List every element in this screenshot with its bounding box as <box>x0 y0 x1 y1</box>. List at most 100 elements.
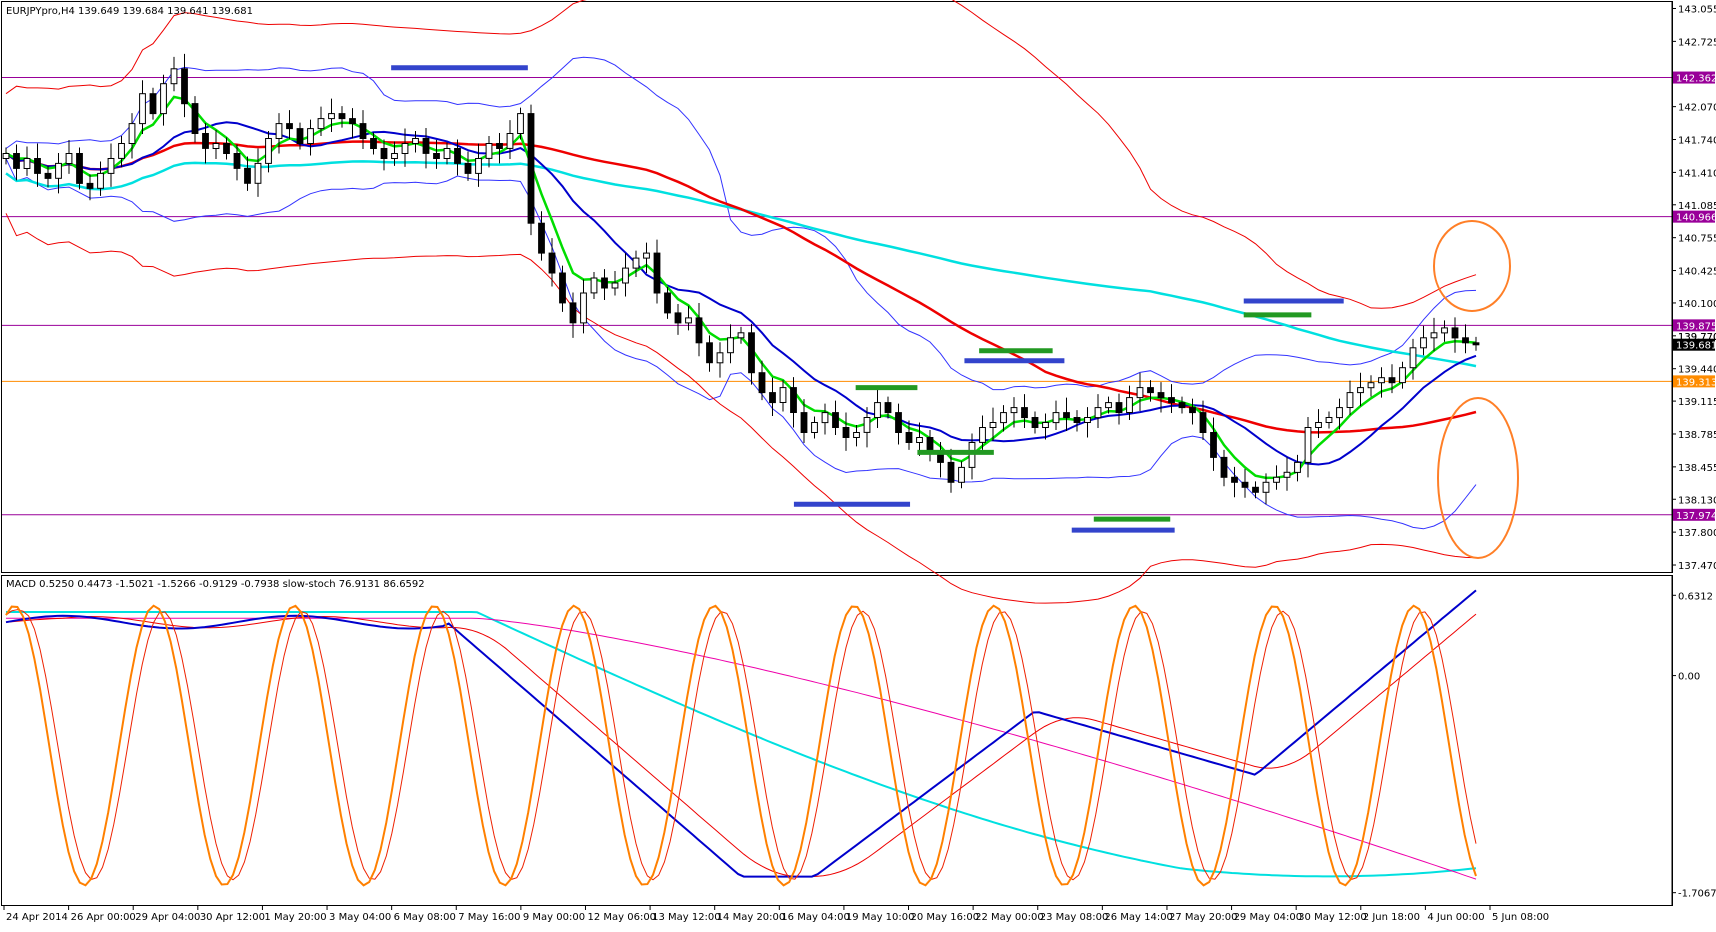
price-tick-label: 142.070 <box>1678 103 1716 114</box>
level-tag: 137.974 <box>1676 511 1716 522</box>
candle-body <box>118 143 125 159</box>
price-tick-label: 141.085 <box>1678 201 1716 212</box>
current-price-tag-bg <box>1673 338 1715 351</box>
price-tick-label: 137.470 <box>1678 561 1716 572</box>
candle-body <box>832 412 839 429</box>
candle-body <box>1126 397 1133 414</box>
candle-body <box>1472 342 1480 346</box>
candle-body <box>328 113 335 120</box>
candle-body <box>769 392 776 404</box>
indicator-panel-frame <box>1 575 1673 906</box>
time-tick-label: 30 Apr 12:00 <box>200 912 265 923</box>
level-tag-bg <box>1673 210 1715 223</box>
price-tick-label: 140.100 <box>1678 299 1716 310</box>
time-tick-label: 5 Jun 08:00 <box>1492 912 1549 923</box>
stoch-main-line <box>5 604 1477 887</box>
candle-body <box>727 337 734 354</box>
candle-body <box>349 118 356 125</box>
candle-body <box>55 162 62 179</box>
candle-body <box>1094 407 1102 419</box>
time-tick-label: 7 May 16:00 <box>458 912 520 923</box>
highlight-circle-lower <box>1437 397 1519 559</box>
price-tick-label: 138.455 <box>1678 463 1716 474</box>
candle-body <box>202 133 209 149</box>
price-tick-label: 139.115 <box>1678 397 1716 408</box>
candle-body <box>506 133 514 149</box>
candle-body <box>779 387 787 404</box>
bb-inner-upper <box>5 56 1477 391</box>
candle-body <box>44 172 52 179</box>
level-tag-bg <box>1673 375 1715 388</box>
candle-body <box>86 182 94 189</box>
macd-main-line <box>5 589 1477 878</box>
price-axis: 143.055 142.725 142.070 141.740 141.410 141.0… <box>1671 1 1716 572</box>
candle-body <box>464 162 472 174</box>
candle-body <box>538 222 545 254</box>
candle-body <box>307 128 314 145</box>
candle-body <box>1451 327 1459 339</box>
candle-body <box>1346 392 1354 409</box>
candle-body <box>160 83 167 115</box>
candle-body <box>1441 327 1448 334</box>
indicator-tick-label: 0.6312 <box>1678 591 1713 602</box>
candle-body <box>1304 427 1312 463</box>
candle-body <box>412 138 419 144</box>
candle-body <box>1409 347 1417 369</box>
level-tag: 142.362 <box>1676 74 1716 85</box>
time-tick-label: 6 May 08:00 <box>394 912 456 923</box>
time-tick-label: 13 May 12:00 <box>652 912 721 923</box>
candle-body <box>97 172 104 189</box>
candle-body <box>1388 377 1396 384</box>
candle-body <box>76 153 83 184</box>
candle-body <box>422 138 430 154</box>
time-tick-label: 2 Jun 18:00 <box>1363 912 1420 923</box>
bollinger-bands <box>5 0 1477 604</box>
indicator-cyan-line <box>6 611 1477 878</box>
candle-body <box>737 332 745 339</box>
time-tick-label: 12 May 06:00 <box>587 912 656 923</box>
candle-body <box>181 68 188 105</box>
candle-body <box>454 148 461 164</box>
indicator-tick-label: 0.00 <box>1678 672 1700 683</box>
level-tag-bg <box>1673 71 1715 84</box>
highlight-circle-upper <box>1433 220 1511 312</box>
candle-body <box>643 252 650 259</box>
time-tick-label: 16 May 04:00 <box>781 912 850 923</box>
candle-body <box>107 158 115 174</box>
candle-body <box>244 167 251 184</box>
candle-body <box>548 252 556 274</box>
candle-body <box>947 461 955 483</box>
macd-signal-line <box>5 613 1477 878</box>
candle-body <box>517 113 524 134</box>
price-panel-frame <box>1 1 1673 573</box>
candle-body <box>13 153 20 169</box>
price-tick-label: 140.425 <box>1678 267 1716 278</box>
candle-body <box>653 252 661 294</box>
price-tick-label: 141.740 <box>1678 136 1716 147</box>
candle-body <box>128 123 136 144</box>
candle-body <box>622 267 629 284</box>
indicator-magenta-line <box>6 617 1477 880</box>
candle-body <box>590 277 598 294</box>
candle-body <box>874 402 881 419</box>
candle-body <box>559 272 566 304</box>
candle-body <box>853 432 860 438</box>
candle-body <box>842 427 850 438</box>
time-tick-label: 19 May 10:00 <box>846 912 915 923</box>
candle-body <box>758 372 766 394</box>
candle-body <box>989 422 997 428</box>
candle-body <box>1462 337 1469 344</box>
candle-body <box>569 302 577 324</box>
candle-body <box>685 317 692 324</box>
candle-body <box>695 317 703 344</box>
level-tag-bg <box>1673 508 1715 521</box>
annotations <box>391 65 1519 559</box>
candle-body <box>370 138 377 149</box>
candle-body <box>475 158 482 174</box>
candle-body <box>1147 387 1154 394</box>
candle-body <box>1000 412 1007 424</box>
candle-body <box>1220 456 1228 478</box>
time-tick-label: 14 May 20:00 <box>717 912 786 923</box>
